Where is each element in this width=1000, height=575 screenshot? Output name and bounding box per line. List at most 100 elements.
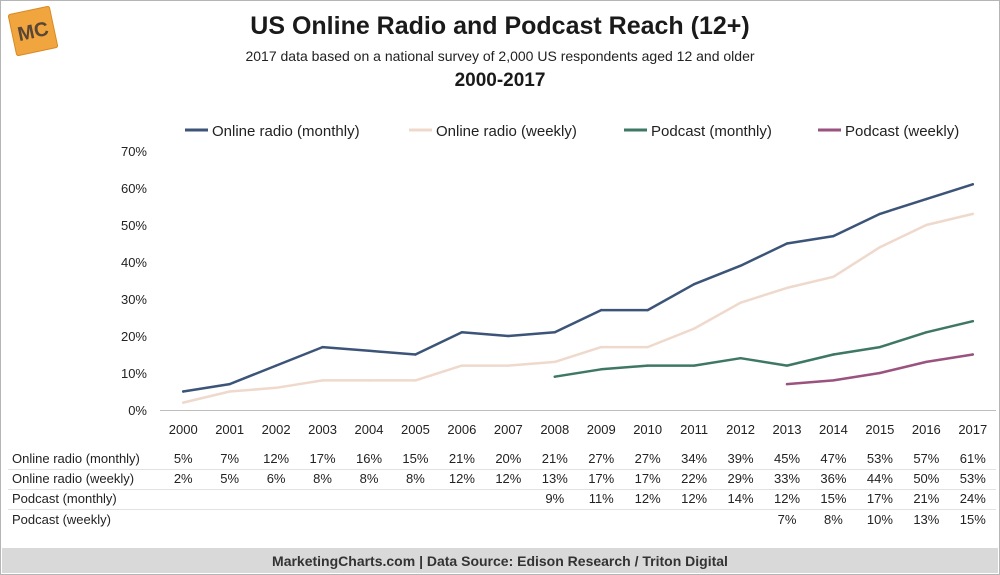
- table-cell: 17%: [310, 451, 336, 466]
- series-line-2: [553, 319, 975, 378]
- table-cell: 17%: [635, 471, 661, 486]
- data-point-0-2003: [321, 345, 324, 349]
- x-tick-label: 2009: [587, 422, 616, 437]
- chart-period: 2000-2017: [454, 70, 546, 91]
- x-tick-label: 2002: [262, 422, 291, 437]
- table-cell: 13%: [913, 512, 939, 527]
- data-point-3-2013: [785, 382, 789, 386]
- data-point-2-2010: [646, 364, 649, 367]
- y-tick-label: 50%: [121, 218, 147, 233]
- data-point-1-2005: [414, 379, 417, 382]
- data-point-0-2014: [832, 234, 835, 238]
- data-point-2-2011: [692, 364, 696, 367]
- x-tick-label: 2000: [169, 422, 198, 437]
- data-point-0-2007: [507, 334, 510, 338]
- data-point-2-2013: [785, 364, 789, 367]
- x-tick-label: 2016: [912, 422, 941, 437]
- table-cell: 12%: [681, 491, 707, 506]
- data-point-3-2014: [832, 379, 835, 382]
- x-tick-label: 2008: [540, 422, 569, 437]
- x-tick-label: 2004: [355, 422, 384, 437]
- footer-source: MarketingCharts.com | Data Source: Ediso…: [2, 548, 998, 573]
- table-cell: 7%: [778, 512, 797, 527]
- data-point-0-2017: [971, 183, 974, 186]
- data-point-2-2014: [832, 353, 835, 356]
- legend-label-1: Online radio (weekly): [436, 123, 577, 140]
- y-tick-label: 10%: [121, 366, 147, 381]
- table-cell: 45%: [774, 451, 800, 466]
- data-point-3-2015: [878, 371, 882, 375]
- data-point-0-2002: [274, 364, 278, 367]
- x-tick-label: 2006: [447, 422, 476, 437]
- table-cell: 20%: [495, 451, 521, 466]
- table-cell: 7%: [220, 451, 239, 466]
- data-point-0-2012: [739, 264, 742, 267]
- data-point-1-2016: [925, 223, 928, 227]
- table-cell: 22%: [681, 471, 707, 486]
- table-cell: 17%: [588, 471, 614, 486]
- data-point-1-2007: [507, 364, 510, 367]
- table-cell: 8%: [360, 471, 379, 486]
- table-cell: 13%: [542, 471, 568, 486]
- table-cell: 12%: [635, 491, 661, 506]
- data-point-3-2016: [925, 360, 928, 364]
- mc-logo: MC: [8, 6, 58, 56]
- data-point-0-2010: [646, 308, 649, 312]
- table-cell: 15%: [820, 491, 846, 506]
- data-point-2-2008: [553, 375, 556, 378]
- table-cell: 5%: [220, 471, 239, 486]
- table-cell: 44%: [867, 471, 893, 486]
- table-cell: 15%: [960, 512, 986, 527]
- table-cell: 9%: [545, 491, 564, 506]
- y-tick-label: 30%: [121, 292, 147, 307]
- table-cell: 12%: [774, 491, 800, 506]
- data-point-0-2013: [785, 242, 789, 245]
- legend-label-2: Podcast (monthly): [651, 123, 772, 140]
- table-cell: 11%: [589, 491, 614, 506]
- data-point-2-2017: [971, 320, 974, 323]
- table-cell: 10%: [867, 512, 893, 527]
- x-tick-label: 2011: [680, 422, 708, 437]
- data-point-0-2001: [228, 382, 231, 386]
- table-cell: 8%: [824, 512, 843, 527]
- series-line-1: [181, 212, 975, 404]
- data-point-2-2009: [600, 368, 603, 371]
- data-point-0-2016: [925, 197, 928, 201]
- data-point-1-2017: [971, 212, 974, 216]
- data-point-1-2015: [878, 246, 882, 249]
- table-cell: 34%: [681, 451, 707, 466]
- table-cell: 39%: [728, 451, 754, 466]
- data-point-1-2000: [182, 401, 185, 404]
- data-point-1-2008: [553, 360, 556, 364]
- table-cell: 27%: [588, 451, 614, 466]
- table-cell: 2%: [174, 471, 193, 486]
- data-point-0-2006: [460, 331, 464, 334]
- x-tick-label: 2005: [401, 422, 430, 437]
- table-cell: 21%: [449, 451, 475, 466]
- x-tick-label: 2015: [865, 422, 894, 437]
- table-cell: 5%: [174, 451, 193, 466]
- table-cell: 6%: [267, 471, 286, 486]
- table-cell: 12%: [263, 451, 289, 466]
- data-point-1-2012: [739, 301, 742, 304]
- table-cell: 36%: [820, 471, 846, 486]
- x-tick-label: 2003: [308, 422, 337, 437]
- data-point-0-2009: [600, 308, 603, 312]
- legend-label-0: Online radio (monthly): [212, 123, 360, 140]
- legend-label-3: Podcast (weekly): [845, 123, 959, 140]
- table-cell: 17%: [867, 491, 893, 506]
- table-cell: 8%: [313, 471, 332, 486]
- data-point-1-2001: [228, 390, 231, 393]
- table-cell: 21%: [542, 451, 568, 466]
- x-tick-label: 2007: [494, 422, 523, 437]
- data-point-1-2014: [832, 275, 835, 278]
- table-row-label: Online radio (weekly): [12, 471, 134, 486]
- table-cell: 57%: [913, 451, 939, 466]
- data-point-1-2004: [367, 379, 371, 382]
- data-point-2-2012: [739, 357, 742, 360]
- table-cell: 14%: [728, 491, 754, 506]
- x-tick-label: 2014: [819, 422, 848, 437]
- table-cell: 29%: [728, 471, 754, 486]
- table-cell: 15%: [402, 451, 428, 466]
- table-cell: 50%: [913, 471, 939, 486]
